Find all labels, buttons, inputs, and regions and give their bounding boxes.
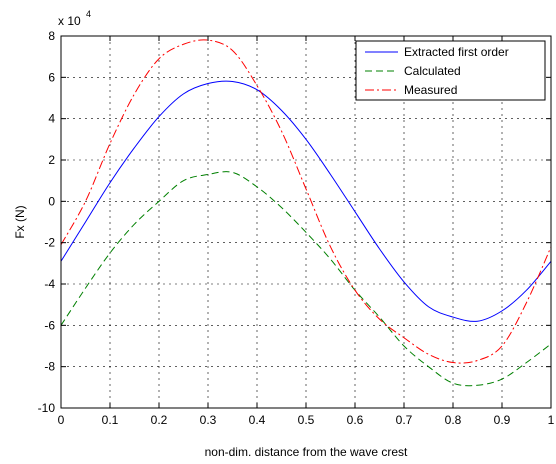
legend: Extracted first order Calculated Measure… — [355, 40, 546, 101]
y-tick-label: 8 — [48, 29, 55, 43]
y-tick-label: -2 — [44, 236, 55, 250]
x-tick-label: 0.7 — [396, 413, 413, 427]
y-multiplier-base: x 10 — [58, 14, 81, 28]
y-axis-multiplier: x 10 4 — [58, 9, 91, 28]
x-tick-label: 0.2 — [151, 413, 168, 427]
y-tick-label: 4 — [48, 112, 55, 126]
x-tick-label: 0.4 — [249, 413, 266, 427]
x-tick-label: 0 — [58, 413, 65, 427]
x-tick-label: 0.3 — [200, 413, 217, 427]
legend-label-measured: Measured — [404, 83, 457, 97]
y-axis-label: Fx (N) — [13, 205, 27, 238]
y-tick-label: -6 — [44, 318, 55, 332]
series-line-calculated — [60, 171, 552, 387]
x-tick-label: 0.8 — [445, 413, 462, 427]
x-axis-label: non-dim. distance from the wave crest — [205, 445, 408, 459]
x-tick-label: 0.9 — [494, 413, 511, 427]
y-tick-label: -10 — [38, 401, 56, 415]
legend-label-extracted: Extracted first order — [404, 45, 509, 59]
axis-ticks: 0 0.1 0.2 0.3 0.4 0.5 0.6 0.7 0.8 0.9 1 -10 -8 -6 -4 -2… — [38, 29, 555, 427]
y-tick-label: 6 — [48, 70, 55, 84]
series-lines — [60, 39, 552, 387]
x-tick-label: 0.1 — [102, 413, 119, 427]
x-tick-label: 0.5 — [298, 413, 315, 427]
y-tick-label: -4 — [44, 277, 55, 291]
series-line-measured — [60, 39, 552, 364]
y-tick-label: 0 — [48, 194, 55, 208]
legend-label-calculated: Calculated — [404, 64, 461, 78]
y-tick-label: -8 — [44, 360, 55, 374]
y-multiplier-exponent: 4 — [86, 9, 91, 19]
x-tick-label: 1 — [548, 413, 555, 427]
x-tick-label: 0.6 — [347, 413, 364, 427]
y-tick-label: 2 — [48, 153, 55, 167]
series-line-extracted-first-order — [60, 80, 552, 322]
